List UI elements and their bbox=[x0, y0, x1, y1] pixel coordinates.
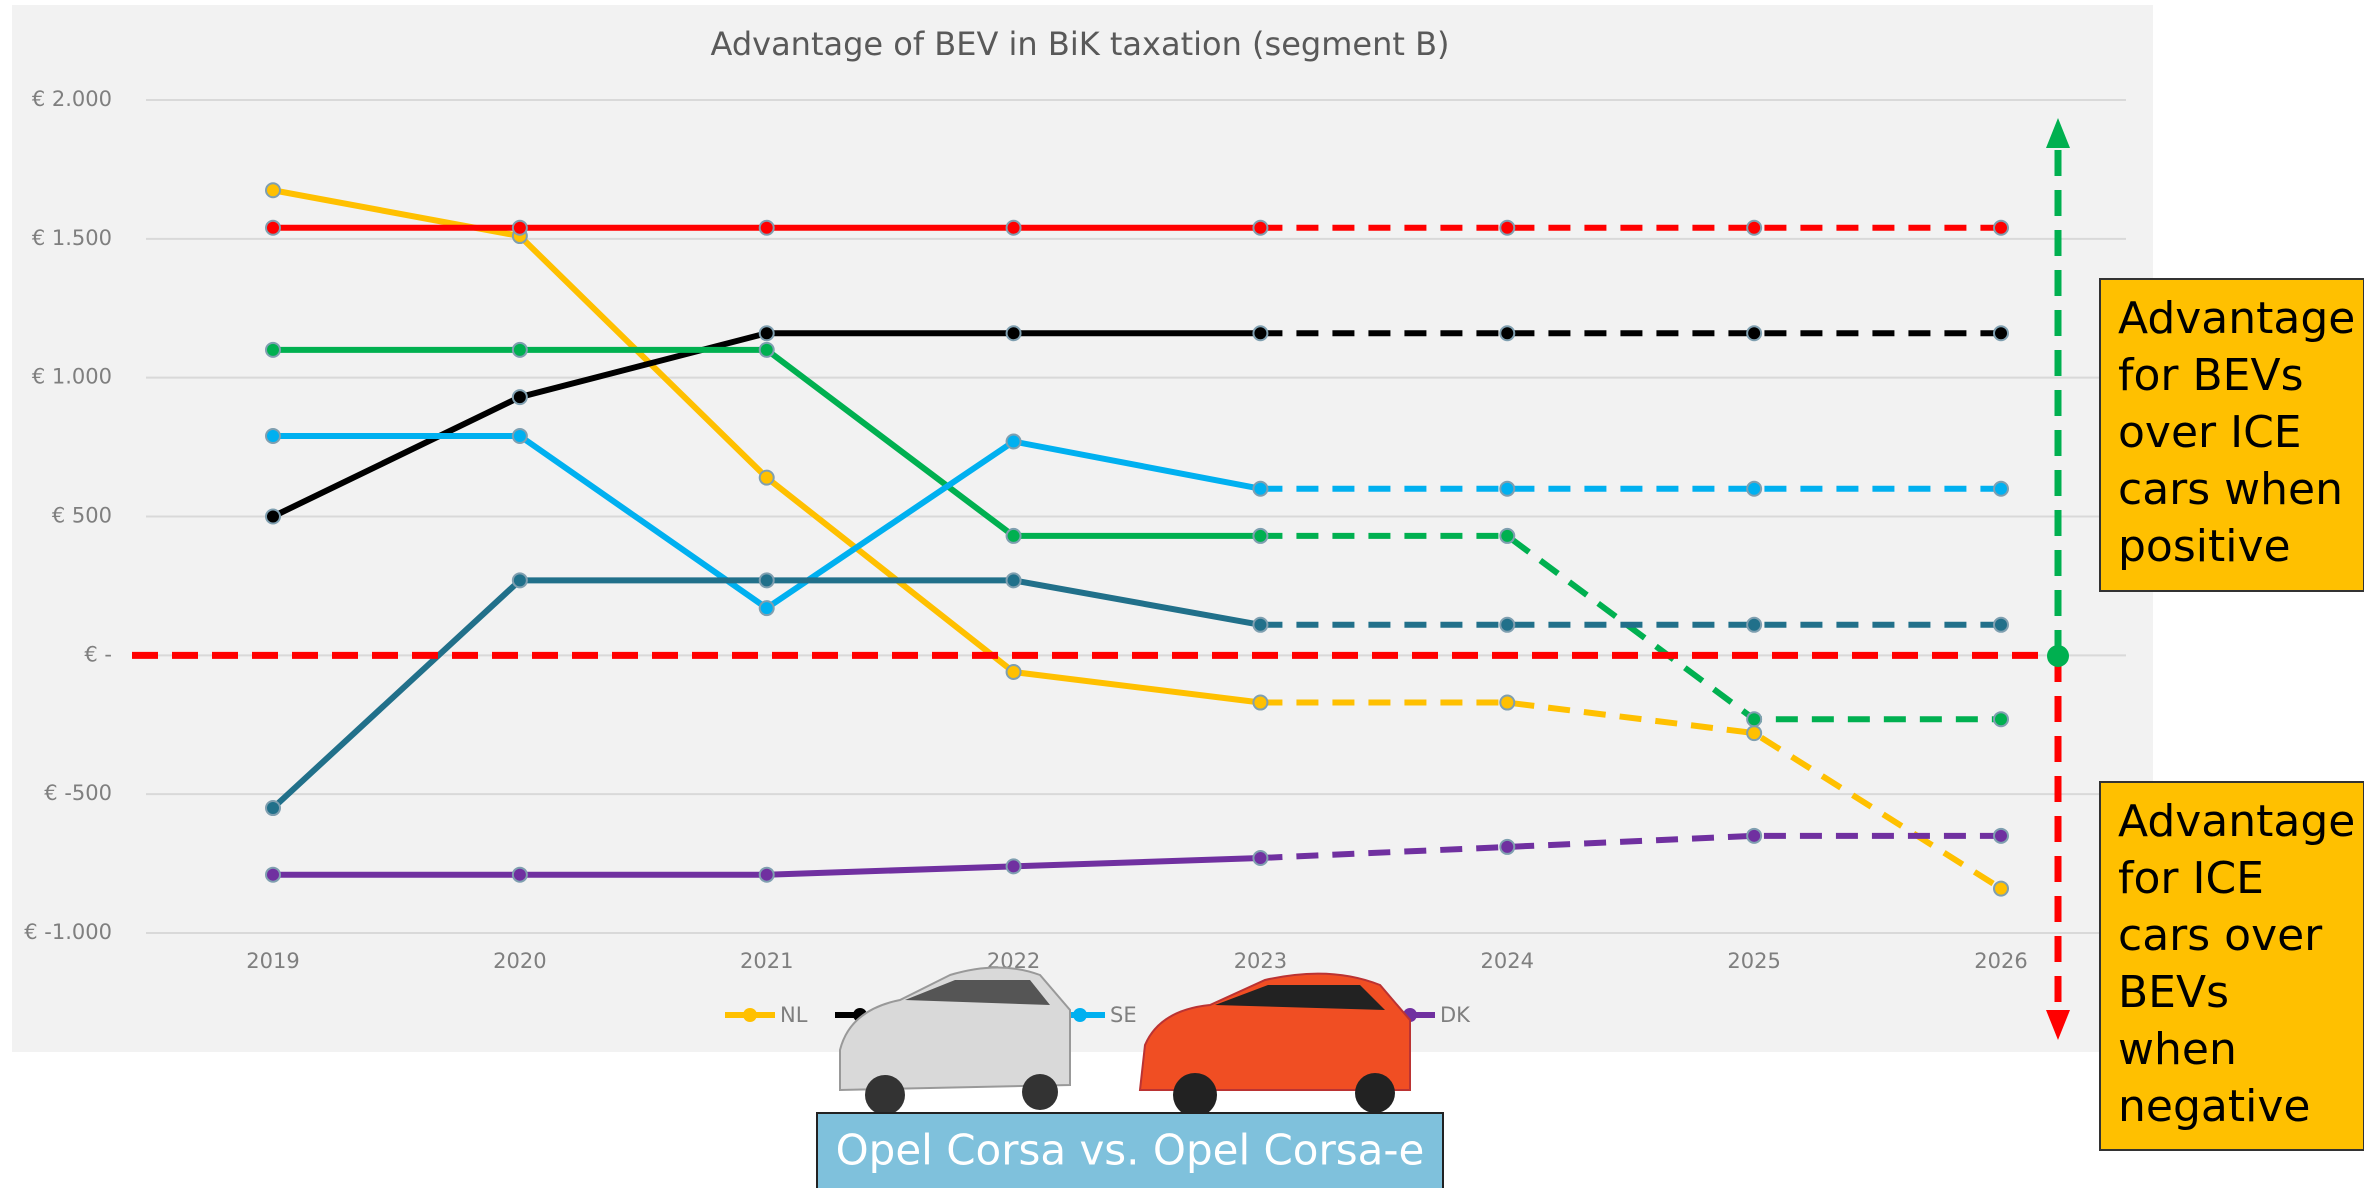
marker bbox=[760, 343, 774, 357]
y-tick-label: € -500 bbox=[44, 781, 112, 805]
marker bbox=[1500, 840, 1514, 854]
x-tick-label: 2024 bbox=[1481, 949, 1534, 973]
marker bbox=[1500, 482, 1514, 496]
annotation-text: for BEVs bbox=[2118, 350, 2304, 401]
legend-label: SE bbox=[1110, 1003, 1137, 1027]
marker bbox=[1994, 882, 2008, 896]
marker bbox=[1747, 326, 1761, 340]
annotation-text: Advantage bbox=[2118, 796, 2355, 847]
marker bbox=[266, 510, 280, 524]
marker bbox=[1994, 221, 2008, 235]
marker bbox=[1994, 712, 2008, 726]
marker bbox=[1007, 859, 1021, 873]
marker bbox=[513, 343, 527, 357]
y-tick-label: € 2.000 bbox=[32, 87, 112, 111]
marker bbox=[266, 429, 280, 443]
annotation-text: over ICE bbox=[2118, 407, 2302, 458]
marker bbox=[513, 573, 527, 587]
legend-label: DK bbox=[1440, 1003, 1471, 1027]
marker bbox=[1253, 221, 1267, 235]
marker bbox=[1747, 618, 1761, 632]
marker bbox=[1253, 851, 1267, 865]
x-tick-label: 2026 bbox=[1974, 949, 2027, 973]
x-tick-label: 2020 bbox=[493, 949, 546, 973]
marker bbox=[1007, 221, 1021, 235]
marker bbox=[1747, 829, 1761, 843]
marker bbox=[760, 601, 774, 615]
chart-title: Advantage of BEV in BiK taxation (segmen… bbox=[710, 25, 1449, 63]
annotation-text: when bbox=[2118, 1024, 2237, 1075]
marker bbox=[1500, 696, 1514, 710]
marker bbox=[1253, 482, 1267, 496]
marker bbox=[760, 868, 774, 882]
y-tick-label: € -1.000 bbox=[24, 920, 112, 944]
marker bbox=[513, 390, 527, 404]
marker bbox=[1007, 326, 1021, 340]
marker bbox=[1500, 529, 1514, 543]
y-tick-label: € 500 bbox=[52, 504, 112, 528]
x-tick-label: 2021 bbox=[740, 949, 793, 973]
marker bbox=[1253, 696, 1267, 710]
marker bbox=[1994, 482, 2008, 496]
annotation-text: positive bbox=[2118, 521, 2291, 572]
marker bbox=[513, 221, 527, 235]
annotation-text: negative bbox=[2118, 1081, 2310, 1132]
annotation-text: cars when bbox=[2118, 464, 2343, 515]
marker bbox=[1007, 529, 1021, 543]
marker bbox=[266, 801, 280, 815]
caption: Opel Corsa vs. Opel Corsa-e bbox=[836, 1126, 1425, 1175]
marker bbox=[1994, 326, 2008, 340]
x-tick-label: 2025 bbox=[1727, 949, 1780, 973]
marker bbox=[1500, 618, 1514, 632]
marker bbox=[1747, 221, 1761, 235]
marker bbox=[1747, 482, 1761, 496]
marker bbox=[1994, 829, 2008, 843]
annotation-text: for ICE bbox=[2118, 853, 2264, 904]
marker bbox=[760, 221, 774, 235]
page: Advantage of BEV in BiK taxation (segmen… bbox=[0, 0, 2364, 1188]
marker bbox=[1253, 529, 1267, 543]
marker bbox=[1007, 665, 1021, 679]
y-tick-label: € - bbox=[84, 642, 112, 666]
marker bbox=[760, 471, 774, 485]
legend-label: NL bbox=[780, 1003, 808, 1027]
marker bbox=[1500, 326, 1514, 340]
marker bbox=[266, 221, 280, 235]
marker bbox=[266, 868, 280, 882]
marker bbox=[1500, 221, 1514, 235]
marker bbox=[1007, 573, 1021, 587]
marker bbox=[1253, 326, 1267, 340]
annotation-text: Advantage bbox=[2118, 293, 2355, 344]
chart-background bbox=[12, 5, 2153, 1052]
y-tick-label: € 1.500 bbox=[32, 226, 112, 250]
marker bbox=[760, 326, 774, 340]
marker bbox=[266, 343, 280, 357]
marker bbox=[513, 429, 527, 443]
marker bbox=[1747, 726, 1761, 740]
marker bbox=[760, 573, 774, 587]
y-tick-label: € 1.000 bbox=[32, 365, 112, 389]
x-tick-label: 2023 bbox=[1234, 949, 1287, 973]
legend-marker bbox=[743, 1008, 757, 1022]
annotation-text: cars over bbox=[2118, 910, 2323, 961]
arrow-origin bbox=[2047, 645, 2069, 667]
marker bbox=[1747, 712, 1761, 726]
x-tick-label: 2019 bbox=[246, 949, 299, 973]
marker bbox=[1007, 435, 1021, 449]
marker bbox=[513, 868, 527, 882]
marker bbox=[266, 183, 280, 197]
marker bbox=[1994, 618, 2008, 632]
marker bbox=[1253, 618, 1267, 632]
chart: Advantage of BEV in BiK taxation (segmen… bbox=[0, 0, 2364, 1188]
annotation-text: BEVs bbox=[2118, 967, 2229, 1018]
legend-marker bbox=[1073, 1008, 1087, 1022]
